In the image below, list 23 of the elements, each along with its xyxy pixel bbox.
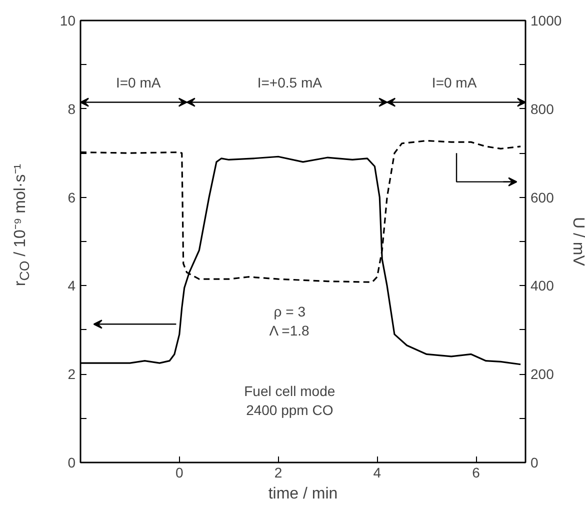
x-tick-label: 4 — [373, 464, 382, 480]
y-tick-label: 4 — [68, 278, 76, 294]
annotation: I=+0.5 mA — [257, 74, 323, 90]
y2-tick-label: 1000 — [530, 12, 562, 28]
annotation: Fuel cell mode 2400 ppm CO — [244, 383, 336, 418]
x-tick-label: 2 — [274, 464, 282, 480]
annotation: I=0 mA — [432, 74, 478, 90]
y2-tick-label: 400 — [530, 278, 554, 294]
y-tick-label: 2 — [68, 366, 76, 382]
y2-tick-label: 0 — [530, 454, 538, 470]
y-tick-label: 0 — [68, 454, 76, 470]
x-axis-title: time / min — [268, 486, 338, 502]
annotation: ρ = 3 Λ =1.8 — [269, 303, 310, 339]
y2-tick-label: 200 — [530, 366, 554, 382]
y-tick-label: 6 — [68, 189, 76, 206]
x-tick-label: 0 — [175, 464, 184, 480]
y2-axis-title: U / mV — [570, 217, 585, 266]
y-tick-label: 8 — [68, 100, 76, 117]
annotation: I=0 mA — [116, 74, 162, 90]
x-tick-label: 6 — [472, 464, 480, 480]
y2-tick-label: 800 — [530, 100, 554, 117]
y-tick-label: 10 — [60, 12, 76, 28]
y2-tick-label: 600 — [530, 189, 554, 206]
